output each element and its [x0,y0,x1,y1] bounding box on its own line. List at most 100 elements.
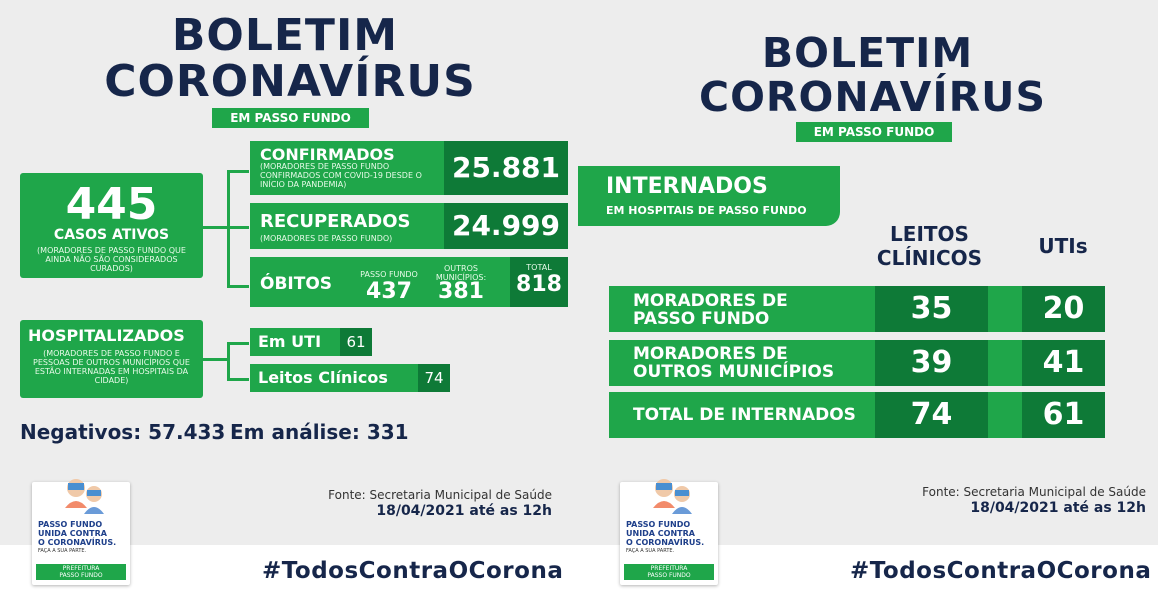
confirmados-number-box: 25.881 [444,141,568,195]
connector [227,170,230,288]
row-leitos-cell: 35 [875,286,988,332]
badge-logo-line-2: PASSO FUNDO [647,572,691,579]
row-leitos-cell: 74 [875,392,988,438]
row-utis-value: 41 [1042,345,1085,380]
connector [203,226,228,229]
internados-row: MORADORES DE PASSO FUNDO 35 20 [609,286,1105,332]
obitos-total-box: TOTAL 818 [510,257,568,307]
ativos-number: 445 [65,179,158,230]
badge-line-4: FAÇA A SUA PARTE. [626,548,675,554]
row-leitos-value: 74 [910,397,953,432]
internados-sub: EM HOSPITAIS DE PASSO FUNDO [606,204,807,217]
recuperados-number-box: 24.999 [444,203,568,249]
right-source-date: 18/04/2021 até as 12h [970,500,1146,516]
badge-line-2: UNIDA CONTRA [626,529,695,538]
ativos-box: 445 CASOS ATIVOS (MORADORES DE PASSO FUN… [20,173,203,278]
right-tag: EM PASSO FUNDO [796,122,952,142]
badge-line-4: FAÇA A SUA PARTE. [38,548,87,554]
internados-row: MORADORES DE OUTROS MUNICÍPIOS 39 41 [609,340,1105,386]
row-leitos-cell: 39 [875,340,988,386]
row-leitos-value: 35 [910,291,953,326]
leitos-number: 74 [424,369,444,387]
recuperados-box: RECUPERADOS (MORADORES DE PASSO FUNDO) 2… [250,203,568,249]
negativos-text: Negativos: 57.433 [20,420,226,444]
obitos-box: ÓBITOS PASSO FUNDO 437 OUTROS MUNICÍPIOS… [250,257,568,307]
family-icon [653,479,692,514]
connector [227,170,249,173]
badge-logo: PREFEITURA PASSO FUNDO [36,564,126,580]
hospitalizados-label: HOSPITALIZADOS [28,326,185,345]
col-leitos-line-2: CLÍNICOS [876,246,983,270]
left-source-date: 18/04/2021 até as 12h [376,503,552,519]
connector [203,358,228,361]
row-utis-cell: 20 [1022,286,1105,332]
recuperados-desc: (MORADORES DE PASSO FUNDO) [260,234,393,243]
badge-line-3: O CORONAVÍRUS. [38,538,117,547]
left-hashtag: #TodosContraOCorona [262,558,564,584]
internados-box: INTERNADOS EM HOSPITAIS DE PASSO FUNDO [578,166,840,226]
badge-line-1: PASSO FUNDO [38,520,103,529]
left-source: Fonte: Secretaria Municipal de Saúde 18/… [270,487,552,519]
row-label-line-1: MORADORES DE [633,291,788,311]
connector [227,226,249,229]
obitos-total-label: TOTAL [526,263,552,272]
uti-number: 61 [346,333,366,351]
left-title-1: BOLETIM [171,10,399,61]
leitos-number-box: 74 [418,364,450,392]
connector [227,285,249,288]
row-label-line-1: MORADORES DE [633,344,788,364]
internados-label: INTERNADOS [606,174,768,199]
row-leitos-value: 39 [910,345,953,380]
campaign-badge: PASSO FUNDO UNIDA CONTRA O CORONAVÍRUS. … [32,479,130,585]
row-label-line-2: PASSO FUNDO [633,309,770,329]
hospitalizados-desc: (MORADORES DE PASSO FUNDO E PESSOAS DE O… [33,349,190,385]
connector [227,342,230,380]
obitos-pf-number: 437 [366,279,412,304]
col-leitos-header: LEITOS CLÍNICOS [862,222,997,270]
ativos-desc: (MORADORES DE PASSO FUNDO QUE AINDA NÃO … [37,246,186,273]
family-icon [65,479,104,514]
badge-line-2: UNIDA CONTRA [38,529,107,538]
ativos-label: CASOS ATIVOS [53,227,170,243]
campaign-badge: PASSO FUNDO UNIDA CONTRA O CORONAVÍRUS. … [620,479,718,585]
hospitalizados-box: HOSPITALIZADOS (MORADORES DE PASSO FUNDO… [20,320,203,398]
right-source: Fonte: Secretaria Municipal de Saúde 18/… [864,484,1146,516]
right-title-2: CORONAVÍRUS [698,73,1046,121]
connector [227,342,249,345]
analise-text: Em análise: 331 [230,420,409,444]
recuperados-number: 24.999 [451,209,561,242]
badge-logo-line-2: PASSO FUNDO [59,572,103,579]
row-label: MORADORES DE OUTROS MUNICÍPIOS [633,345,834,381]
right-hashtag: #TodosContraOCorona [850,558,1152,584]
col-utis-header: UTIs [1038,234,1088,258]
uti-number-box: 61 [340,328,372,356]
uti-box: Em UTI 61 [250,328,372,356]
internados-row: TOTAL DE INTERNADOS 74 61 [609,392,1105,438]
confirmados-number: 25.881 [451,151,561,184]
left-title-2: CORONAVÍRUS [104,56,476,107]
col-leitos-line-1: LEITOS [890,222,969,246]
uti-label: Em UTI [258,332,322,351]
row-label-line-1: TOTAL DE INTERNADOS [633,405,856,425]
row-utis-cell: 41 [1022,340,1105,386]
badge-line-3: O CORONAVÍRUS. [626,538,705,547]
obitos-total-number: 818 [516,272,562,297]
badge-line-1: PASSO FUNDO [626,520,691,529]
row-utis-cell: 61 [1022,392,1105,438]
row-utis-value: 61 [1042,397,1085,432]
confirmados-desc: (MORADORES DE PASSO FUNDO CONFIRMADOS CO… [260,162,422,189]
confirmados-box: CONFIRMADOS (MORADORES DE PASSO FUNDO CO… [250,141,568,195]
right-title-1: BOLETIM [761,29,974,77]
badge-logo-line-1: PREFEITURA [62,565,100,572]
right-source-label: Fonte: Secretaria Municipal de Saúde [922,485,1146,499]
leitos-label: Leitos Clínicos [258,368,388,387]
badge-logo: PREFEITURA PASSO FUNDO [624,564,714,580]
row-label: MORADORES DE PASSO FUNDO [633,292,788,328]
row-label: TOTAL DE INTERNADOS [633,406,856,424]
leitos-box: Leitos Clínicos 74 [250,364,450,392]
connector [227,378,249,381]
row-label-line-2: OUTROS MUNICÍPIOS [633,362,835,382]
obitos-outros-number: 381 [438,279,484,304]
confirmados-label: CONFIRMADOS [260,145,395,164]
obitos-label: ÓBITOS [260,274,333,294]
